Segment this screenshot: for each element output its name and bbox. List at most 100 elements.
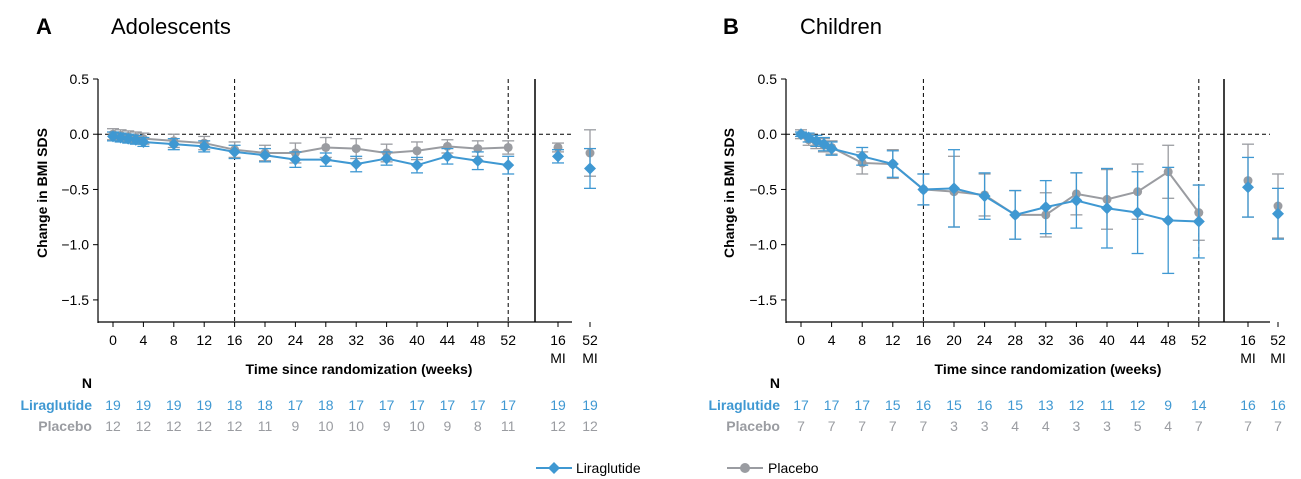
panel-a-x-tick-label: 16: [227, 332, 243, 348]
panel-a-n-placebo-value: 10: [409, 418, 425, 434]
panel-b-n-placebo-value: 4: [1164, 418, 1172, 434]
panel-a-x-tick-label: 8: [170, 332, 178, 348]
panel-a-placebo-point: [351, 144, 361, 154]
panel-b-n-liraglutide-value: 13: [1038, 397, 1054, 413]
panel-b-ylabel: Change in BMI SDS: [721, 128, 737, 258]
panel-b-liraglutide-point: [917, 183, 930, 196]
panel-b-x-tick-label: 20: [946, 332, 962, 348]
panel-a-y-tick-label: −1.0: [61, 237, 89, 253]
panel-b-n-liraglutide-value: 16: [916, 397, 932, 413]
panel-a-x-tick-label: 40: [409, 332, 425, 348]
panel-a-n-placebo-value: 12: [105, 418, 121, 434]
panel-a-n-liraglutide-value: 18: [257, 397, 273, 413]
panel-b-n-liraglutide-value: 12: [1130, 397, 1146, 413]
panel-b-liraglutide-point: [817, 138, 830, 151]
panel-a-x-tick-label: 20: [257, 332, 273, 348]
panel-b-liraglutide-point: [1192, 215, 1205, 228]
panel-adolescents: A Adolescents Change in BMI SDS Time sin…: [20, 14, 598, 434]
panel-a-n-placebo-value: 12: [196, 418, 212, 434]
panel-b-x-tick-label: 48: [1160, 332, 1176, 348]
panel-b-letter: B: [723, 14, 739, 39]
panel-a-n-placebo-value: 11: [501, 418, 516, 434]
panel-a-x-tick-label: 4: [140, 332, 148, 348]
panel-a-mi-tick-sublabel: MI: [550, 350, 566, 366]
panel-a-n-liraglutide-value: 19: [196, 397, 212, 413]
panel-a-liraglutide-point: [114, 131, 127, 144]
panel-b-x-tick-label: 12: [885, 332, 901, 348]
panel-a-x-tick-label: 12: [196, 332, 212, 348]
panel-b-title: Children: [800, 14, 882, 39]
panel-a-n-liraglutide-value: 18: [318, 397, 334, 413]
panel-a-n-placebo-value: 10: [318, 418, 334, 434]
panel-a-n-liraglutide-value: 18: [227, 397, 243, 413]
panel-b-y-tick-label: −1.5: [749, 292, 777, 308]
panel-a-n-placebo-value: 12: [166, 418, 182, 434]
panel-a-n-header: N: [82, 375, 92, 391]
panel-b-n-liraglutide-value: 15: [946, 397, 962, 413]
panel-a-mi-tick-label: 52: [582, 332, 598, 348]
panel-b-n-placebo-value: 3: [1103, 418, 1111, 434]
panel-b-n-placebo-value: 3: [981, 418, 989, 434]
panel-a-n-liraglutide-value: 17: [409, 397, 425, 413]
panel-a-n-liraglutide-value: 17: [348, 397, 364, 413]
panel-b-liraglutide-point: [1039, 201, 1052, 214]
panel-a-liraglutide-point: [441, 150, 454, 163]
panel-b-n-placebo-label: Placebo: [726, 418, 780, 434]
panel-b-liraglutide-point: [1131, 206, 1144, 219]
panel-b-n-placebo-value: 5: [1134, 418, 1142, 434]
panel-children: B Children Change in BMI SDS Time since …: [708, 14, 1286, 434]
panel-a-n-liraglutide-value: 19: [105, 397, 121, 413]
panel-a-liraglutide-point: [259, 149, 271, 162]
panel-a-x-tick-label: 28: [318, 332, 334, 348]
panel-b-mi-tick-sublabel: MI: [1270, 350, 1286, 366]
panel-b-n-placebo-value: 7: [858, 418, 866, 434]
panel-a-liraglutide-point: [107, 130, 119, 143]
panel-b-y-tick-label: −0.5: [749, 181, 777, 197]
panel-a-liraglutide-mi-point: [552, 150, 564, 163]
panel-a-n-liraglutide-value: 19: [550, 397, 566, 413]
legend-placebo-label: Placebo: [768, 460, 819, 476]
panel-a-xlabel: Time since randomization (weeks): [246, 361, 473, 377]
panel-b-n-placebo-value: 7: [797, 418, 805, 434]
panel-a-placebo-point: [473, 144, 483, 154]
panel-a-x-tick-label: 48: [470, 332, 486, 348]
panel-a-n-liraglutide-value: 17: [288, 397, 304, 413]
panel-b-n-placebo-value: 7: [920, 418, 928, 434]
panel-a-letter: A: [36, 14, 52, 39]
panel-a-liraglutide-point: [502, 159, 515, 172]
panel-b-liraglutide-point: [1101, 202, 1113, 215]
panel-b-x-tick-label: 44: [1130, 332, 1146, 348]
panel-b-mi-tick-label: 52: [1270, 332, 1286, 348]
panel-a-placebo-point: [321, 142, 331, 152]
legend: Liraglutide Placebo: [536, 460, 819, 476]
panel-b-liraglutide-point: [978, 190, 991, 203]
panel-a-liraglutide-point: [198, 140, 211, 153]
panel-a-x-tick-label: 24: [288, 332, 304, 348]
panel-a-title: Adolescents: [111, 14, 231, 39]
panel-a-n-placebo-value: 9: [444, 418, 452, 434]
panel-a-liraglutide-mi-point: [584, 162, 596, 175]
panel-b-n-placebo-value: 7: [889, 418, 897, 434]
panel-a-n-placebo-value: 9: [292, 418, 300, 434]
panel-a-liraglutide-point: [137, 135, 150, 148]
panel-b-x-tick-label: 16: [916, 332, 932, 348]
panel-a-liraglutide-point: [228, 145, 241, 158]
legend-liraglutide-marker: [548, 462, 560, 474]
panel-b-liraglutide-point: [1070, 194, 1083, 207]
legend-liraglutide-label: Liraglutide: [576, 460, 641, 476]
panel-b-n-placebo-value: 4: [1042, 418, 1050, 434]
panel-b-x-tick-label: 40: [1099, 332, 1115, 348]
panel-b-y-tick-label: 0.0: [758, 126, 778, 142]
panel-a-n-liraglutide-value: 17: [379, 397, 395, 413]
panel-a-liraglutide-point: [289, 153, 302, 166]
panel-b-n-placebo-value: 7: [828, 418, 836, 434]
panel-b-liraglutide-point: [948, 182, 960, 195]
panel-a-liraglutide-point: [471, 154, 484, 167]
panel-a-n-liraglutide-value: 19: [582, 397, 598, 413]
panel-a-x-tick-label: 0: [109, 332, 117, 348]
panel-b-n-placebo-value: 7: [1195, 418, 1203, 434]
panel-a-liraglutide-point: [319, 153, 332, 166]
panel-b-n-header: N: [770, 375, 780, 391]
panel-a-n-liraglutide-value: 17: [440, 397, 456, 413]
